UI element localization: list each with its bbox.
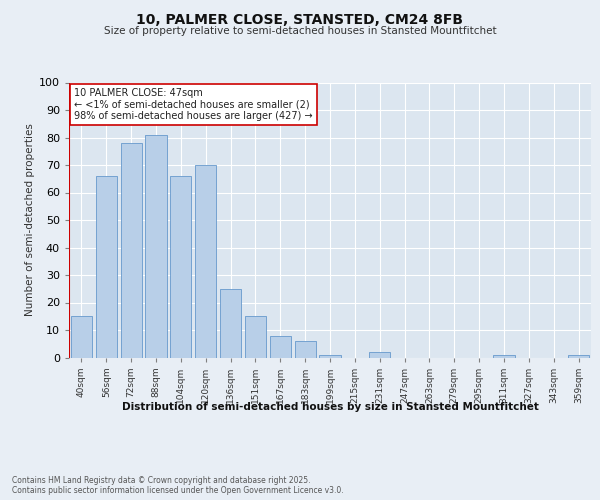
- Bar: [319, 355, 341, 358]
- Bar: [220, 289, 241, 358]
- Bar: [145, 134, 167, 358]
- Bar: [568, 355, 589, 358]
- Text: Contains HM Land Registry data © Crown copyright and database right 2025.
Contai: Contains HM Land Registry data © Crown c…: [12, 476, 344, 495]
- Bar: [369, 352, 390, 358]
- Bar: [170, 176, 191, 358]
- Bar: [295, 341, 316, 357]
- Text: Size of property relative to semi-detached houses in Stansted Mountfitchet: Size of property relative to semi-detach…: [104, 26, 496, 36]
- Y-axis label: Number of semi-detached properties: Number of semi-detached properties: [25, 124, 35, 316]
- Text: 10 PALMER CLOSE: 47sqm
← <1% of semi-detached houses are smaller (2)
98% of semi: 10 PALMER CLOSE: 47sqm ← <1% of semi-det…: [74, 88, 313, 121]
- Bar: [270, 336, 291, 357]
- Text: Distribution of semi-detached houses by size in Stansted Mountfitchet: Distribution of semi-detached houses by …: [122, 402, 538, 412]
- Bar: [493, 355, 515, 358]
- Bar: [195, 165, 216, 358]
- Bar: [121, 143, 142, 358]
- Bar: [96, 176, 117, 358]
- Bar: [245, 316, 266, 358]
- Text: 10, PALMER CLOSE, STANSTED, CM24 8FB: 10, PALMER CLOSE, STANSTED, CM24 8FB: [137, 12, 464, 26]
- Bar: [71, 316, 92, 358]
